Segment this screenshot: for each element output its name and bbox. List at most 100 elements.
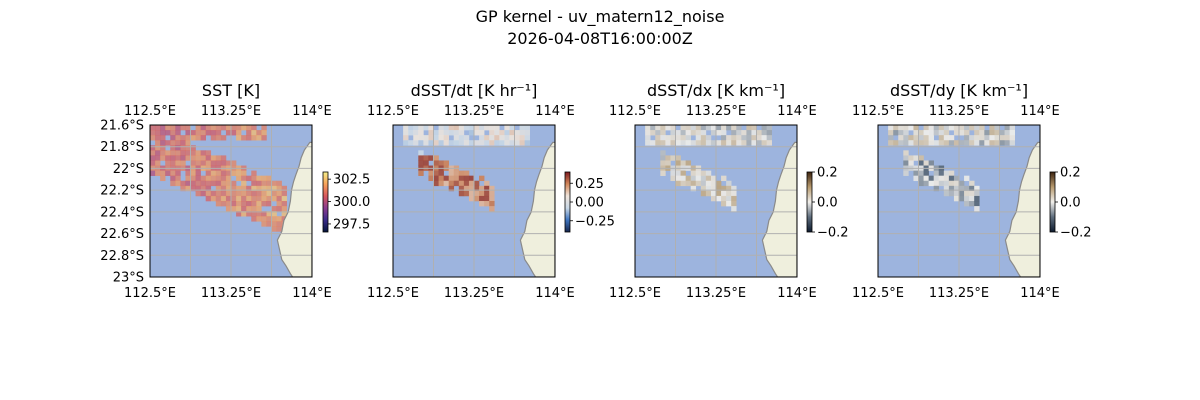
data-cell [685,175,691,182]
data-cell [670,140,676,146]
data-cell [251,201,257,207]
data-cell [710,185,717,192]
data-cell [999,140,1005,146]
colorbar-tick-label: 0.0 [817,196,838,211]
data-cell [276,226,282,232]
data-cell [964,135,970,141]
data-cell [271,206,277,212]
data-cell [185,170,191,176]
data-cell [680,135,686,141]
data-cell [690,140,697,146]
data-cell [458,185,465,192]
data-cell [215,130,222,136]
data-cell [474,195,480,202]
data-cell [519,125,525,131]
data-cell [690,130,697,136]
data-cell [458,175,465,182]
data-cell [256,185,262,192]
data-cell [185,125,191,131]
x-tick-label-bottom: 112.5°E [852,286,904,301]
data-cell [979,125,985,131]
data-cell [150,135,156,141]
data-cell [185,135,191,141]
data-cell [923,130,929,136]
data-cell [256,201,262,207]
data-cell [665,140,671,146]
data-cell [175,160,181,166]
data-cell [913,170,919,176]
data-cell [463,175,470,182]
data-cell [170,180,176,187]
data-cell [474,190,480,197]
data-cell [175,140,181,146]
data-cell [251,175,257,182]
data-cell [261,180,267,187]
data-cell [489,135,495,141]
data-cell [943,170,950,176]
y-tick-label: 22.6°S [100,227,144,242]
data-cell [731,190,737,197]
data-cell [494,135,500,141]
data-cell [918,180,924,187]
data-cell [220,180,227,187]
data-cell [165,140,171,146]
y-tick-label: 21.6°S [100,119,144,134]
data-cell [670,175,676,182]
data-cell [479,140,485,146]
data-cell [731,185,737,192]
data-cell [974,206,980,212]
data-cell [938,175,945,182]
data-cell [185,140,191,146]
data-cell [514,140,520,146]
colorbar-tick-label: 0.00 [575,196,604,211]
data-cell [716,140,722,146]
data-cell [160,150,166,156]
data-cell [155,135,161,141]
data-cell [458,125,465,131]
data-cell [220,195,227,202]
data-cell [175,145,181,151]
data-cell [241,175,247,182]
data-cell [428,130,434,136]
data-cell [170,170,176,176]
data-cell [908,160,914,166]
data-cell [695,125,702,131]
data-cell [210,160,217,166]
data-cell [241,211,247,217]
data-cell [160,135,166,141]
data-cell [721,135,727,141]
data-cell [721,190,727,197]
data-cell [175,155,181,161]
data-cell [281,201,287,207]
data-cell [948,185,955,192]
data-cell [246,185,252,192]
colorbar-tick-label: 0.25 [575,177,604,192]
data-cell [423,160,429,166]
data-cell [665,135,671,141]
data-cell [1009,135,1015,141]
data-cell [964,201,970,207]
data-cell [418,170,424,176]
data-cell [731,125,737,131]
data-cell [514,130,520,136]
data-cell [246,206,252,212]
data-cell [205,125,212,131]
data-cell [276,180,282,187]
data-cell [731,206,737,212]
data-cell [903,135,909,141]
data-cell [251,190,257,197]
data-cell [736,135,742,141]
data-cell [726,180,732,187]
data-cell [408,125,414,131]
data-cell [438,160,444,166]
data-cell [700,185,707,192]
axes-frame [149,124,313,278]
data-cell [969,135,975,141]
gridlines [635,125,797,277]
data-cell [918,130,924,136]
data-cell [443,130,449,136]
data-cell [979,130,985,136]
data-cell [943,185,950,192]
data-cell [256,211,262,217]
data-cell [509,135,515,141]
